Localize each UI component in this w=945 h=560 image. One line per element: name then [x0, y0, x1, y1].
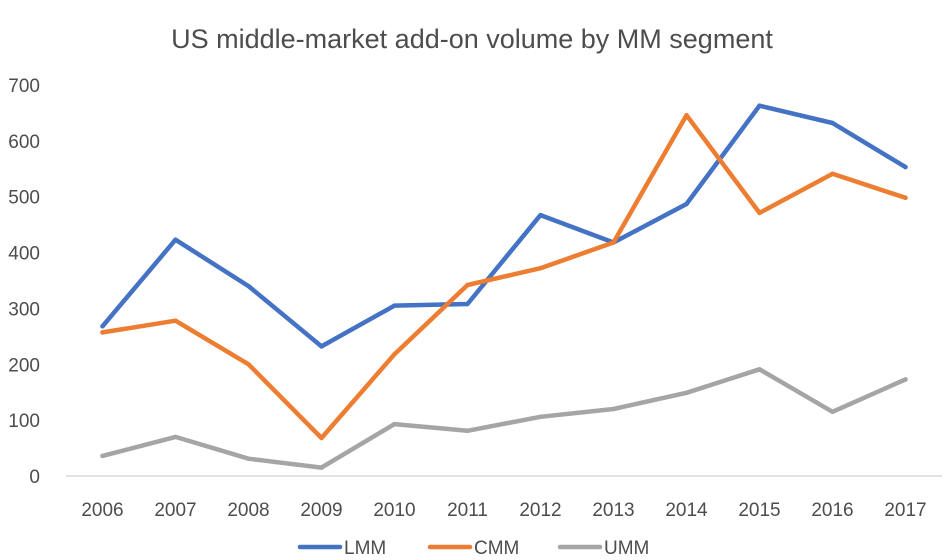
data-point-cmm [757, 210, 762, 216]
data-point-lmm [830, 120, 835, 126]
y-tick-label: 500 [8, 188, 40, 209]
data-point-cmm [319, 435, 324, 441]
y-tick-label: 400 [8, 244, 40, 265]
data-point-cmm [246, 362, 251, 367]
chart-legend: LMM CMM UMM [297, 538, 649, 559]
chart-title: US middle-market add-on volume by MM seg… [171, 24, 773, 54]
data-point-cmm [100, 330, 105, 335]
data-point-cmm [611, 240, 616, 245]
x-tick-label: 2012 [519, 500, 561, 521]
y-tick-label: 700 [8, 76, 40, 97]
legend-label-cmm: CMM [474, 538, 519, 559]
data-point-cmm [684, 113, 689, 118]
data-point-umm [246, 456, 251, 461]
legend-label-umm: UMM [604, 538, 649, 559]
data-point-umm [173, 434, 178, 440]
data-point-umm [319, 465, 324, 470]
y-tick-label: 200 [8, 355, 40, 376]
data-point-umm [757, 367, 762, 372]
data-point-lmm [903, 164, 908, 170]
x-tick-label: 2011 [447, 500, 488, 521]
x-tick-label: 2010 [373, 500, 415, 521]
x-tick-label: 2009 [300, 500, 342, 521]
data-point-lmm [392, 303, 397, 308]
series-line-lmm [100, 103, 908, 349]
x-tick-label: 2014 [665, 500, 708, 521]
y-tick-label: 300 [8, 299, 40, 320]
y-tick-label: 100 [8, 411, 40, 432]
y-tick-label: 0 [29, 467, 40, 488]
x-axis-ticks: 2006 2007 2008 2009 2010 2011 2012 2013 2014 2015… [81, 500, 926, 521]
y-tick-label: 600 [8, 132, 40, 153]
data-point-umm [903, 377, 908, 382]
data-point-umm [100, 453, 105, 459]
data-point-cmm [903, 195, 908, 200]
x-tick-label: 2007 [154, 500, 196, 521]
data-point-lmm [684, 201, 689, 207]
data-point-umm [830, 409, 835, 414]
y-axis-ticks: 0 100 200 300 400 500 600 700 [8, 76, 40, 488]
data-point-lmm [757, 103, 762, 108]
data-point-lmm [100, 324, 105, 329]
data-point-cmm [465, 282, 470, 288]
data-point-umm [538, 414, 543, 419]
data-point-lmm [319, 344, 324, 349]
data-point-cmm [830, 171, 835, 176]
data-point-lmm [465, 301, 470, 307]
x-tick-label: 2013 [592, 500, 634, 521]
x-tick-label: 2008 [227, 500, 269, 521]
data-point-umm [465, 428, 470, 433]
legend-label-lmm: LMM [344, 538, 386, 559]
data-point-lmm [538, 212, 543, 218]
data-point-umm [684, 390, 689, 395]
series-line-umm [100, 367, 908, 470]
data-point-umm [611, 406, 616, 412]
series-lines [100, 103, 908, 470]
series-line-cmm [100, 112, 908, 441]
x-tick-label: 2006 [81, 500, 123, 521]
data-point-umm [392, 421, 397, 427]
x-tick-label: 2015 [738, 500, 780, 521]
data-point-cmm [538, 266, 543, 271]
data-point-cmm [173, 318, 178, 323]
data-point-lmm [173, 237, 178, 242]
x-tick-label: 2016 [811, 500, 853, 521]
data-point-cmm [392, 352, 397, 357]
x-tick-label: 2017 [884, 500, 926, 521]
data-point-lmm [246, 283, 251, 289]
